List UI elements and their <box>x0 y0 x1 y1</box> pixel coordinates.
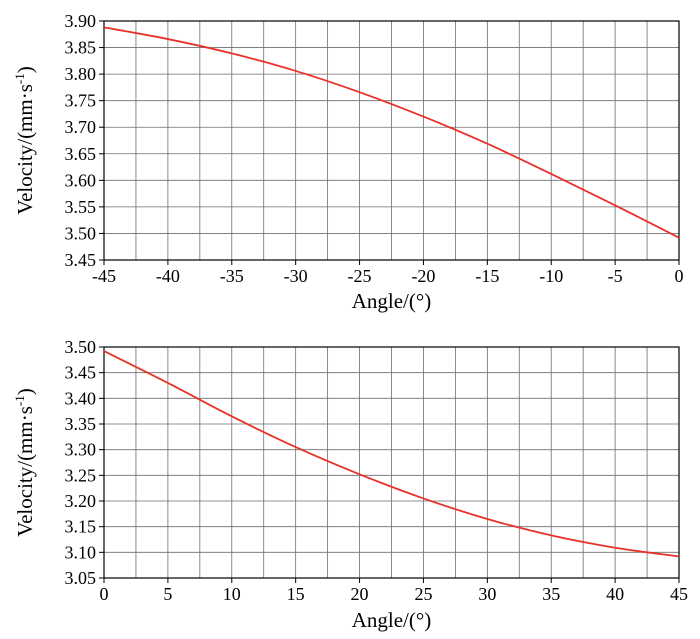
y-tick-label: 3.85 <box>65 38 97 58</box>
x-tick-label: 5 <box>163 584 172 604</box>
x-tick-label: 15 <box>287 584 305 604</box>
x-tick-label: -30 <box>284 266 308 286</box>
y-axis-label-close: ) <box>13 388 37 395</box>
grid <box>104 347 679 578</box>
x-tick-label: -20 <box>411 266 435 286</box>
x-tick-label: -25 <box>348 266 372 286</box>
x-tick-label: -10 <box>539 266 563 286</box>
series-line <box>103 26 680 239</box>
y-tick-label: 3.35 <box>65 414 97 434</box>
y-tick-label: 3.60 <box>65 170 97 190</box>
x-tick-label: 40 <box>606 584 624 604</box>
x-tick-label: 30 <box>478 584 496 604</box>
x-tick-label: -45 <box>92 266 116 286</box>
x-axis-label: Angle/(°) <box>352 608 432 632</box>
y-tick-label: 3.05 <box>65 568 97 588</box>
plot-frame <box>103 346 680 579</box>
y-tick-label: 3.50 <box>65 337 97 357</box>
y-tick-label: 3.30 <box>65 440 97 460</box>
chart-1: -45 -40 -35 -30 -25 -20 -15 -10 -5 03.453.503.553… <box>12 11 684 313</box>
y-axis-label-sup: -1 <box>12 395 27 406</box>
grid <box>104 21 679 260</box>
x-axis-label: Angle/(°) <box>352 289 432 313</box>
x-tick-label: 10 <box>223 584 241 604</box>
x-tick-label: 45 <box>670 584 688 604</box>
y-tick-label: 3.80 <box>65 64 97 84</box>
y-tick-label: 3.10 <box>65 542 97 562</box>
y-tick-label: 3.70 <box>65 117 97 137</box>
y-tick-label: 3.65 <box>65 144 97 164</box>
x-tick-label: -35 <box>220 266 244 286</box>
x-axis: -45 -40 -35 -30 -25 -20 -15 -10 -5 0 <box>92 260 684 286</box>
x-tick-label: -40 <box>156 266 180 286</box>
x-axis: 0 5 10 15 20 25 30 35 40 45 <box>100 578 688 604</box>
x-tick-label: 0 <box>100 584 109 604</box>
y-axis-label-sup: -1 <box>12 73 27 84</box>
y-tick-label: 3.15 <box>65 517 97 537</box>
x-tick-label: 25 <box>414 584 432 604</box>
series-line <box>103 350 680 558</box>
chart-2: 0 5 10 15 20 25 30 35 40 453.053.103.153.203.253.… <box>12 337 688 632</box>
y-tick-label: 3.50 <box>65 223 97 243</box>
plot-frame <box>103 20 680 261</box>
y-axis-label-text: Velocity/(mm·s <box>13 84 37 215</box>
y-axis-label: Velocity/(mm·s-1) <box>12 388 37 537</box>
y-tick-label: 3.40 <box>65 388 97 408</box>
y-tick-label: 3.45 <box>65 250 97 270</box>
y-axis-label-text: Velocity/(mm·s <box>13 406 37 537</box>
y-axis-label-close: ) <box>13 66 37 73</box>
y-tick-label: 3.75 <box>65 91 97 111</box>
y-axis: 3.05 3.10 3.15 3.20 3.25 3.30 3.35 3.40 3.45 3.50 <box>65 337 104 588</box>
y-tick-label: 3.25 <box>65 465 97 485</box>
x-tick-label: 0 <box>675 266 684 286</box>
y-axis-label: Velocity/(mm·s-1) <box>12 66 37 215</box>
y-tick-label: 3.20 <box>65 491 97 511</box>
y-tick-label: 3.45 <box>65 363 97 383</box>
y-axis: 3.45 3.50 3.55 3.60 3.65 3.70 3.75 3.80 3.85 3.90 <box>65 11 104 270</box>
x-tick-label: -15 <box>475 266 499 286</box>
x-tick-label: 20 <box>351 584 369 604</box>
x-tick-label: -5 <box>608 266 623 286</box>
x-tick-label: 35 <box>542 584 560 604</box>
y-tick-label: 3.90 <box>65 11 97 31</box>
y-tick-label: 3.55 <box>65 197 97 217</box>
